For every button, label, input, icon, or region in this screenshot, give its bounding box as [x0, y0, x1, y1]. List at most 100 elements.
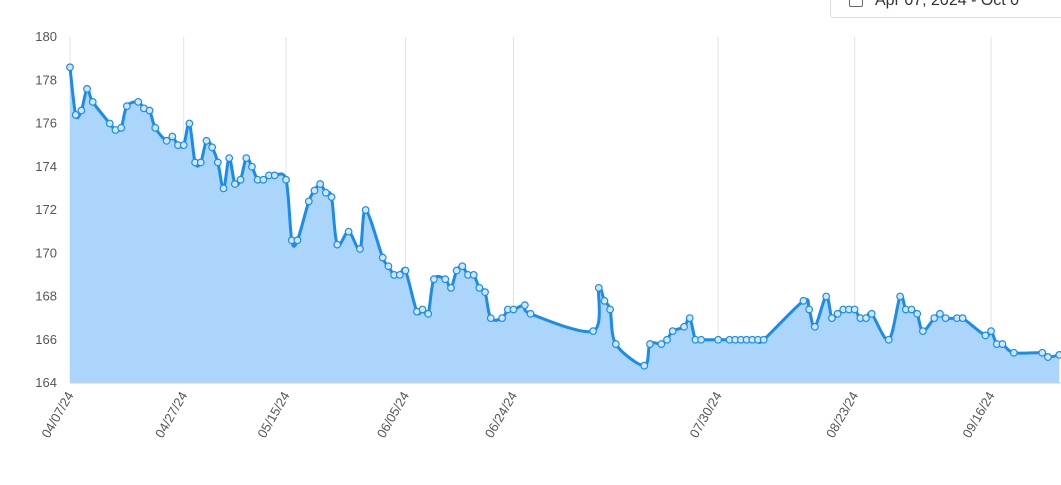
point: [333, 240, 342, 249]
point: [202, 136, 211, 145]
point: [230, 180, 239, 188]
point: [401, 266, 410, 275]
point: [384, 262, 393, 271]
point: [589, 327, 597, 336]
point: [850, 305, 859, 314]
point: [759, 335, 768, 344]
point: [822, 292, 831, 301]
point: [862, 314, 870, 323]
point: [981, 331, 990, 340]
point: [998, 340, 1007, 348]
point: [481, 288, 489, 297]
point: [827, 314, 836, 323]
date-range-picker[interactable]: Apr 07, 2024 - Oct 0: [830, 0, 1061, 18]
point: [310, 186, 319, 195]
y-tick-label: 172: [35, 202, 57, 217]
point: [594, 283, 603, 292]
point: [105, 119, 114, 128]
point: [134, 97, 143, 106]
point: [327, 193, 336, 201]
point: [498, 314, 507, 323]
point: [867, 309, 876, 318]
point: [526, 309, 535, 318]
point: [242, 154, 251, 163]
y-tick-label: 180: [35, 29, 57, 44]
x-tick-label: 04/07/24: [38, 389, 76, 440]
point: [907, 305, 916, 314]
point: [896, 292, 905, 301]
point: [77, 106, 86, 115]
date-range-text: Apr 07, 2024 - Oct 0: [875, 0, 1020, 9]
point: [810, 322, 819, 331]
x-tick-label: 05/15/24: [254, 389, 292, 440]
point: [936, 309, 944, 318]
point: [646, 340, 654, 348]
point: [1055, 350, 1061, 359]
point: [429, 275, 438, 284]
x-tick-label: 07/30/24: [686, 389, 724, 440]
y-tick-label: 178: [35, 72, 57, 87]
y-tick-label: 174: [35, 159, 57, 174]
point: [208, 143, 217, 152]
point: [66, 63, 74, 72]
point: [151, 123, 160, 132]
point: [179, 141, 188, 150]
point: [185, 119, 194, 128]
point: [958, 314, 967, 323]
point: [469, 270, 478, 279]
point: [640, 361, 649, 370]
x-tick-label: 06/05/24: [374, 389, 412, 440]
point: [356, 245, 364, 253]
point: [321, 188, 330, 197]
point: [805, 305, 814, 314]
point: [509, 305, 518, 314]
point: [441, 275, 450, 284]
point: [270, 171, 279, 180]
x-tick-label: 08/23/24: [823, 389, 861, 440]
y-tick-label: 164: [35, 375, 57, 390]
x-tick-label: 04/27/24: [152, 389, 190, 440]
point: [606, 305, 615, 314]
x-tick-label: 06/24/24: [482, 389, 520, 440]
point: [168, 132, 177, 141]
point: [941, 314, 950, 323]
point: [83, 84, 91, 93]
point: [1044, 353, 1052, 361]
point: [316, 180, 325, 188]
point: [475, 283, 484, 292]
point: [71, 110, 80, 119]
point: [293, 236, 302, 245]
point: [361, 206, 370, 214]
point: [219, 184, 228, 193]
point: [145, 106, 154, 115]
x-tick-label: 09/16/24: [959, 389, 997, 440]
point: [611, 340, 620, 348]
point: [884, 335, 893, 344]
point: [117, 123, 126, 132]
point: [378, 253, 387, 262]
point: [122, 102, 131, 111]
point: [452, 266, 461, 275]
y-tick-label: 166: [35, 332, 57, 347]
point: [799, 296, 808, 305]
point: [918, 327, 927, 336]
point: [447, 283, 455, 292]
point: [987, 327, 995, 336]
point: [282, 175, 290, 184]
point: [520, 301, 529, 310]
point: [600, 296, 609, 305]
point: [668, 327, 677, 336]
calendar-icon: [849, 0, 863, 7]
point: [259, 175, 268, 184]
y-tick-label: 170: [35, 245, 57, 260]
point: [657, 340, 666, 348]
y-tick-label: 168: [35, 289, 57, 304]
point: [213, 158, 222, 167]
point: [1038, 348, 1047, 357]
point: [486, 314, 495, 323]
point: [458, 262, 467, 271]
point: [196, 158, 205, 167]
point: [418, 305, 427, 314]
